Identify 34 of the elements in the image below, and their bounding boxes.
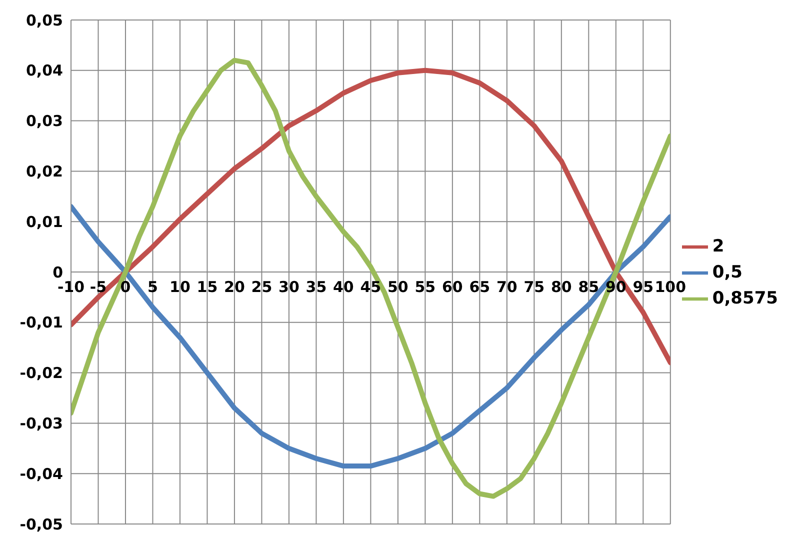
y-tick-label: 0,04 (26, 62, 63, 80)
x-tick-label: 45 (360, 278, 382, 296)
x-tick-label: 80 (550, 278, 572, 296)
x-tick-label: 70 (496, 278, 518, 296)
y-tick-label: 0,05 (26, 11, 63, 30)
y-tick-label: 0,02 (26, 162, 63, 181)
x-tick-label: 35 (306, 278, 327, 296)
x-tick-label: 5 (148, 278, 158, 296)
x-tick-label: 65 (469, 278, 490, 296)
x-tick-label: 100 (654, 278, 686, 296)
legend-label: 2 (712, 236, 724, 257)
x-tick-label: 75 (524, 278, 545, 296)
x-tick-label: 10 (170, 278, 190, 296)
x-tick-label: 60 (442, 278, 463, 296)
y-tick-label: -0,03 (20, 414, 63, 433)
y-tick-label: -0,01 (20, 314, 63, 332)
x-tick-label: 85 (578, 278, 600, 296)
x-tick-label: 30 (278, 278, 300, 296)
x-tick-label: -5 (90, 278, 107, 296)
x-tick-label: 20 (224, 278, 245, 296)
legend-label: 0,5 (712, 262, 743, 283)
x-tick-label: 55 (414, 278, 436, 296)
legend-label: 0,8575 (712, 288, 778, 309)
y-tick-label: 0,03 (26, 112, 63, 130)
x-tick-label: 40 (333, 278, 354, 296)
x-tick-label: 50 (388, 278, 408, 296)
y-tick-label: 0,01 (26, 212, 63, 231)
y-tick-label: -0,04 (20, 464, 63, 483)
x-tick-label: 25 (251, 278, 272, 296)
x-tick-label: 15 (196, 278, 218, 296)
x-tick-label: 95 (632, 278, 654, 296)
y-tick-label: -0,02 (20, 364, 63, 382)
x-tick-label: 0 (120, 278, 131, 296)
y-tick-label: -0,05 (20, 515, 63, 534)
